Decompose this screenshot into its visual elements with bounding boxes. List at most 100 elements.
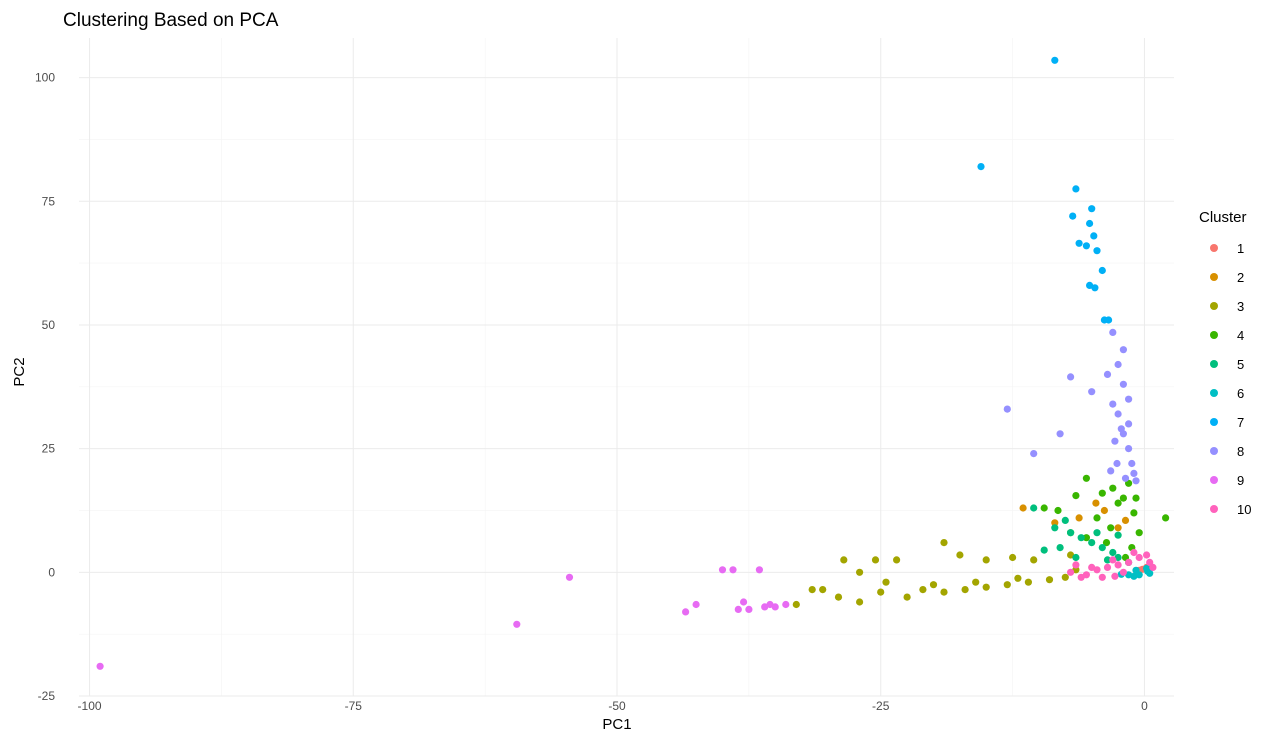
data-point — [1090, 232, 1098, 240]
y-tick-label: 0 — [48, 565, 55, 579]
legend: Cluster 1 2 3 4 5 6 7 8 9 10 — [1199, 209, 1251, 517]
data-point — [1098, 573, 1106, 581]
data-point — [882, 578, 890, 586]
data-point — [1067, 568, 1075, 576]
data-point — [1113, 459, 1121, 468]
legend-item-7: 7 — [1210, 415, 1244, 430]
data-point — [1114, 360, 1122, 369]
data-point — [956, 551, 964, 559]
data-point — [1051, 524, 1059, 532]
data-point — [1103, 556, 1112, 564]
tick-labels: -100 -75 -50 -25 0 -25 0 25 50 75 100 — [35, 71, 1148, 713]
data-point — [940, 588, 948, 596]
data-point — [1132, 477, 1140, 485]
data-point — [771, 603, 779, 611]
data-point — [1077, 573, 1085, 581]
legend-label: 10 — [1237, 502, 1251, 517]
data-point — [1092, 499, 1100, 507]
data-point — [893, 556, 901, 564]
data-point — [1109, 328, 1117, 336]
data-point — [1132, 566, 1140, 574]
data-point — [1135, 553, 1143, 562]
legend-key — [1210, 360, 1218, 368]
x-tick-label: -25 — [872, 699, 890, 713]
data-point — [1051, 56, 1059, 64]
legend-title: Cluster — [1199, 209, 1247, 226]
data-point — [1105, 316, 1113, 324]
data-point — [1149, 563, 1157, 572]
legend-item-5: 5 — [1210, 357, 1244, 372]
data-point — [1086, 219, 1094, 228]
legend-item-2: 2 — [1210, 270, 1244, 285]
data-point — [977, 163, 985, 171]
data-point — [877, 588, 885, 596]
data-point — [1072, 185, 1080, 193]
legend-key — [1210, 505, 1218, 513]
data-point — [1119, 380, 1127, 388]
data-point — [1003, 581, 1011, 589]
data-point — [1114, 524, 1122, 532]
legend-label: 7 — [1237, 415, 1244, 430]
data-point — [1119, 494, 1127, 502]
legend-item-4: 4 — [1210, 328, 1244, 343]
legend-label: 6 — [1237, 386, 1244, 401]
data-point — [1030, 450, 1038, 458]
data-point — [1135, 529, 1143, 537]
legend-key — [1210, 273, 1218, 281]
data-point — [1024, 578, 1032, 586]
legend-key — [1210, 418, 1218, 426]
data-points — [96, 56, 1170, 670]
data-point — [1130, 509, 1138, 517]
data-point — [903, 593, 911, 601]
data-point — [1082, 474, 1090, 482]
data-point — [929, 581, 938, 589]
data-point — [1111, 572, 1119, 580]
data-point — [1093, 514, 1101, 522]
legend-key — [1210, 302, 1218, 310]
data-point — [1109, 484, 1117, 492]
data-point — [1051, 519, 1059, 527]
data-point — [1040, 504, 1048, 512]
data-point — [1075, 514, 1083, 522]
data-point — [1054, 506, 1062, 515]
data-point — [1121, 516, 1130, 525]
x-tick-label: -75 — [345, 699, 363, 713]
data-point — [940, 539, 948, 547]
data-point — [740, 598, 748, 606]
chart-title: Clustering Based on PCA — [63, 10, 279, 31]
data-point — [1130, 548, 1138, 557]
data-point — [1072, 492, 1080, 500]
series-cluster-4 — [1040, 474, 1170, 562]
data-point — [961, 586, 969, 594]
series-cluster-5 — [1030, 504, 1133, 567]
data-point — [1056, 544, 1064, 552]
legend-key — [1210, 476, 1218, 484]
data-point — [1114, 531, 1122, 539]
data-point — [1114, 410, 1122, 418]
series-cluster-10 — [1067, 548, 1157, 581]
series-cluster-3 — [792, 539, 1080, 609]
data-point — [982, 556, 990, 564]
data-point — [718, 566, 727, 574]
y-tick-label: 75 — [42, 194, 56, 208]
data-point — [565, 573, 574, 581]
data-point — [1098, 266, 1106, 275]
data-point — [1125, 558, 1133, 567]
legend-items: 1 2 3 4 5 6 7 8 9 10 — [1210, 241, 1251, 517]
data-point — [856, 598, 864, 606]
data-point — [1109, 556, 1117, 564]
data-point — [1114, 499, 1122, 507]
legend-item-8: 8 — [1210, 444, 1244, 459]
data-point — [1130, 469, 1138, 477]
legend-item-3: 3 — [1210, 299, 1244, 314]
data-point — [1088, 563, 1096, 572]
data-point — [1072, 553, 1080, 562]
data-point — [1093, 247, 1101, 255]
data-point — [1077, 534, 1085, 542]
data-point — [745, 605, 753, 614]
data-point — [1088, 205, 1096, 213]
series-cluster-8 — [1003, 328, 1140, 485]
data-point — [792, 600, 800, 609]
data-point — [1030, 556, 1038, 564]
